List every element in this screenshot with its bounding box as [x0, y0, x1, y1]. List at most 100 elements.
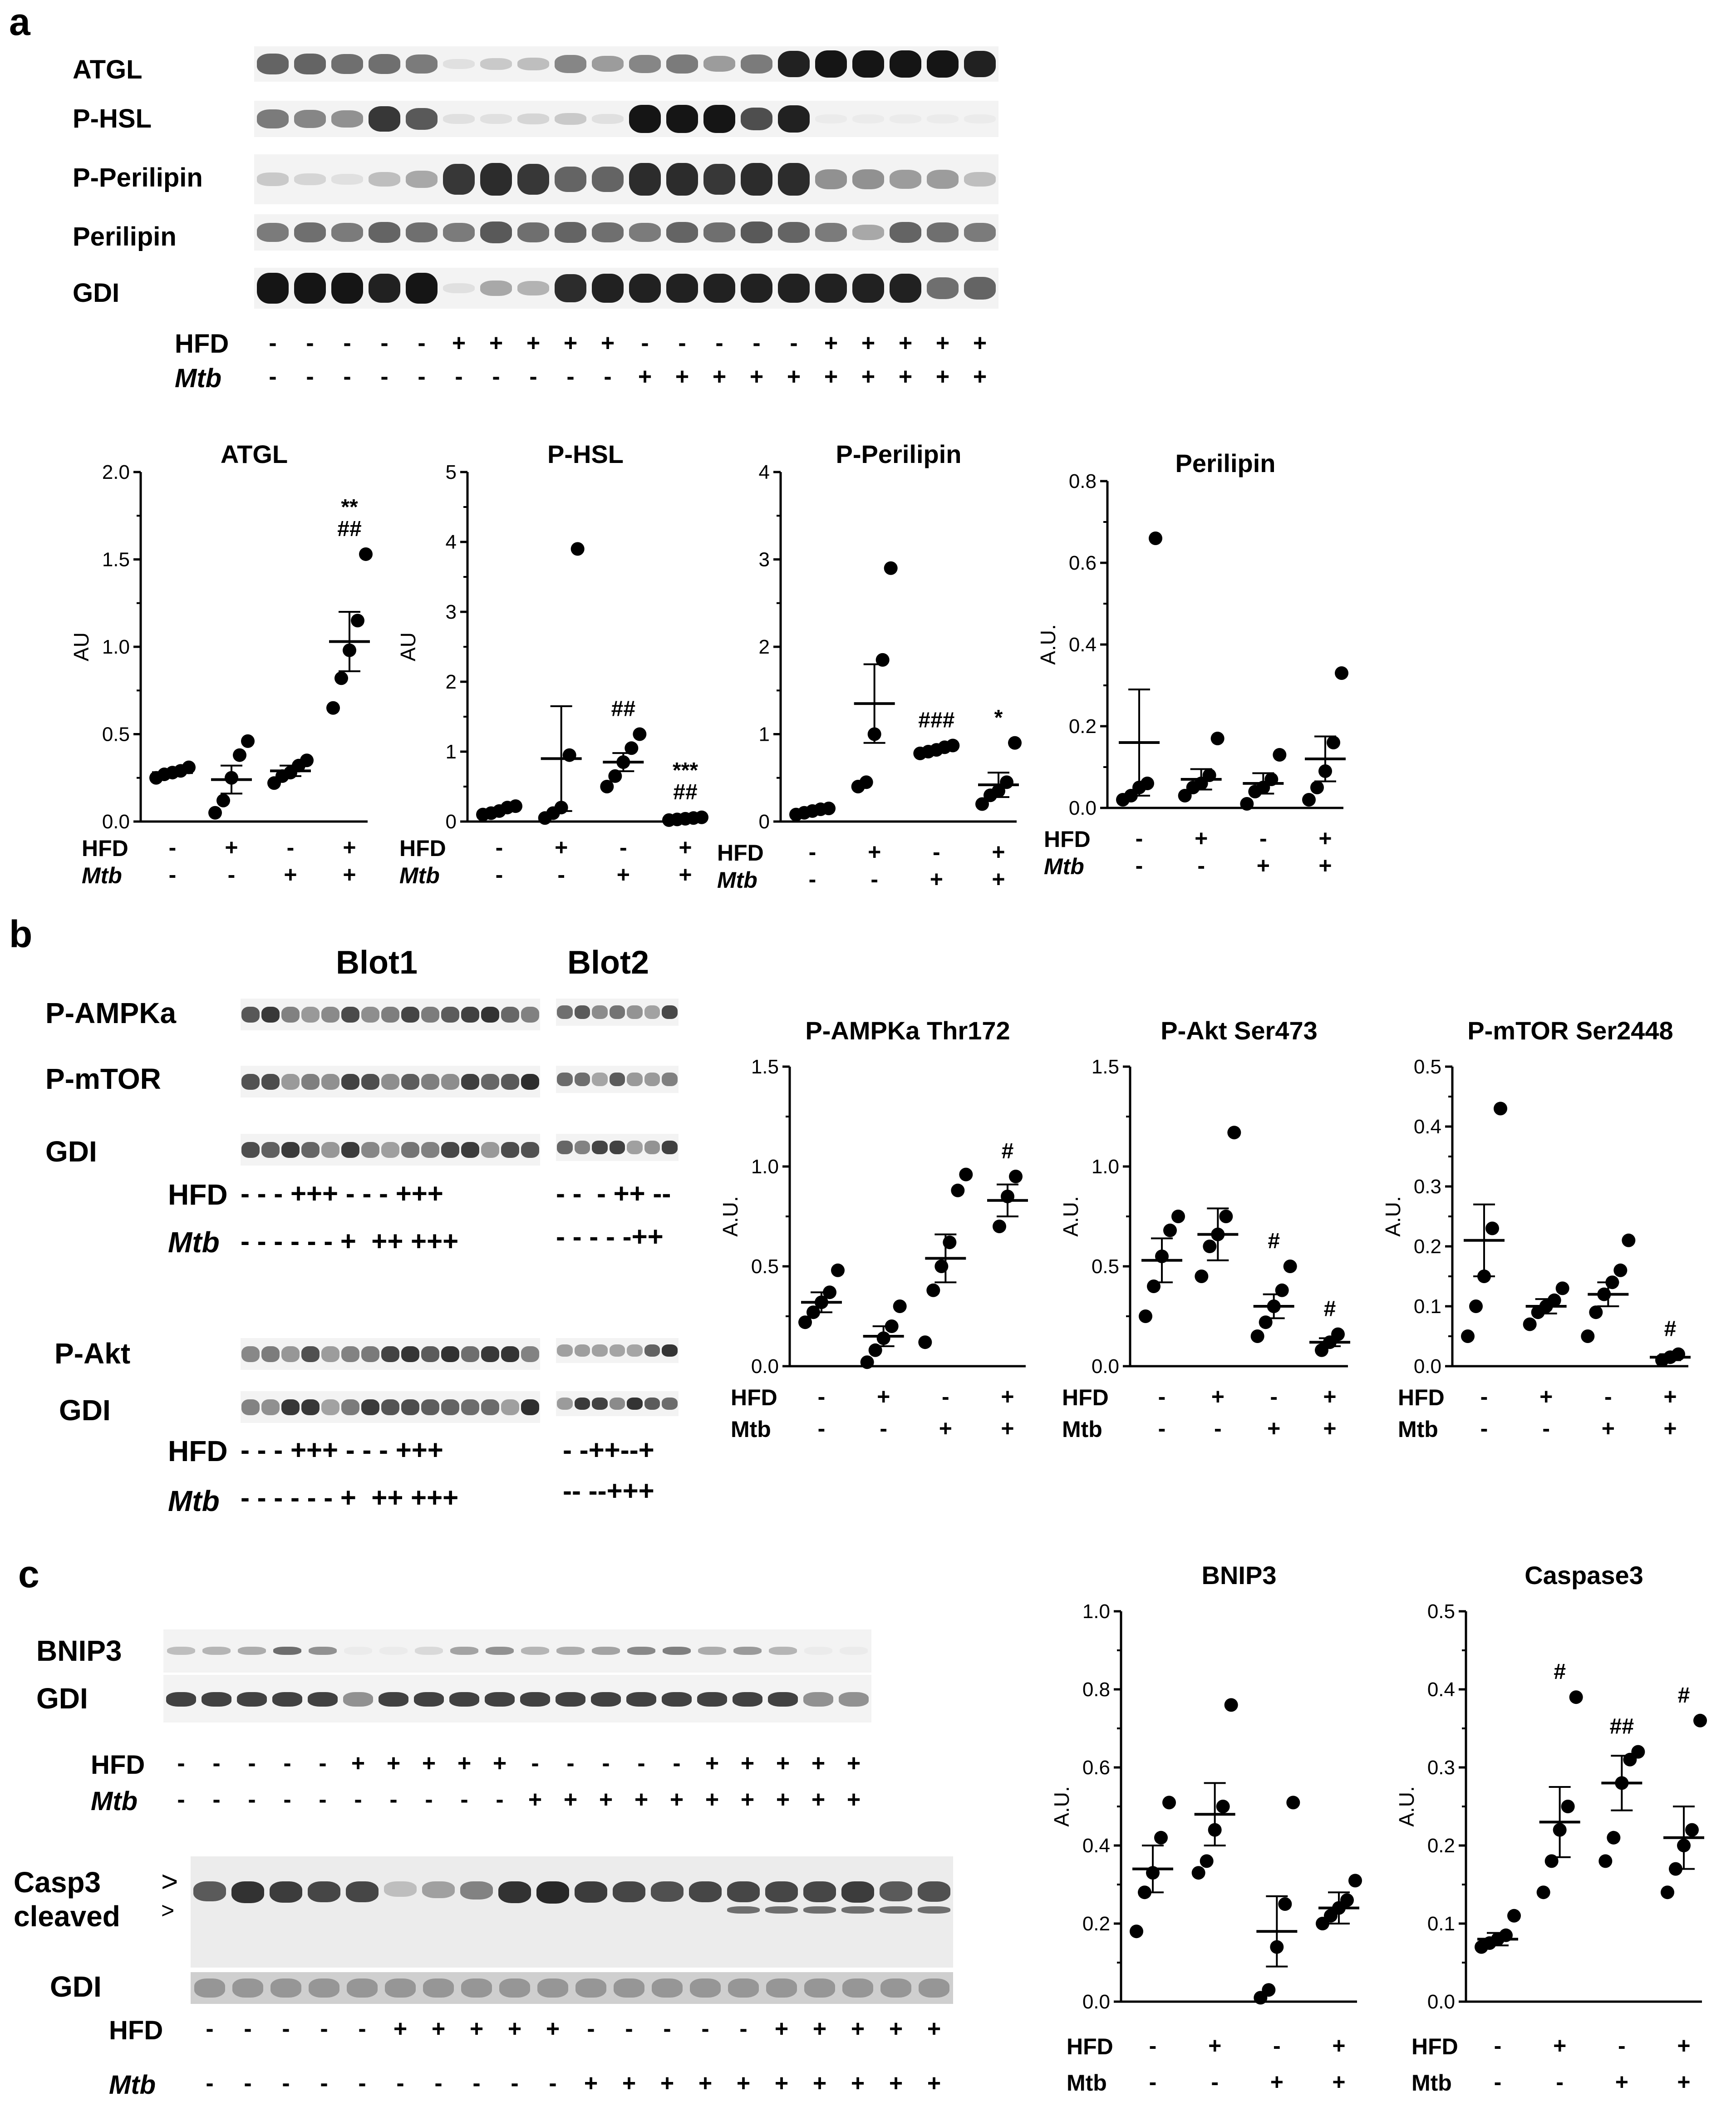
mtb-sign: +: [705, 1786, 719, 1813]
blot-band: [443, 113, 475, 124]
row-label-hfd: HFD: [1062, 1385, 1109, 1410]
mtb-sign: -: [557, 862, 565, 887]
hfd-sign: +: [351, 1750, 365, 1777]
blot-band: [231, 1881, 264, 1903]
signs-hfd-b1-top: - - - +++ - - - +++: [241, 1178, 443, 1209]
blot-band: [927, 50, 959, 78]
blot-strip: [241, 1066, 540, 1097]
hfd-sign: -: [418, 330, 426, 356]
blot-band: [521, 1346, 539, 1362]
blot-band: [574, 1073, 590, 1086]
blot-band: [421, 1073, 439, 1090]
mtb-sign: -: [396, 2070, 404, 2096]
chart-caspase3: Caspase3 0.0 0.1 0.2 0.3 0.4 0.5 A.U. - - # + - ## - + #…: [1395, 1561, 1707, 2096]
data-point: [1310, 781, 1324, 794]
mtb-sign: +: [1677, 2069, 1690, 2095]
blot-band: [361, 1006, 379, 1023]
blot-band: [841, 1881, 874, 1903]
mtb-sign: -: [880, 1416, 887, 1441]
hfd-sign: -: [269, 330, 277, 356]
mtb-sign: +: [939, 1416, 952, 1441]
blot-band: [381, 1006, 399, 1023]
blot-band: [703, 163, 735, 195]
data-point: [1622, 1233, 1636, 1247]
hfd-sign: -: [177, 1750, 185, 1777]
blot-label-casp3: Casp3: [14, 1866, 101, 1899]
mtb-sign: +: [1602, 1416, 1615, 1441]
y-tick-label: 0.0: [102, 811, 130, 833]
hfd-sign: -: [752, 330, 761, 356]
blot-band: [331, 54, 363, 74]
blot-band: [555, 221, 586, 243]
blot-band: [369, 106, 400, 132]
hfd-sign: +: [600, 330, 615, 356]
hfd-sign: -: [818, 1384, 826, 1409]
y-tick-label: 0.0: [1427, 1991, 1455, 2013]
blot-band: [421, 1006, 439, 1023]
mtb-sign: +: [634, 1786, 649, 1813]
row-label-hfd: HFD: [175, 329, 229, 359]
blot-band: [461, 1073, 479, 1090]
hfd-sign: -: [531, 1750, 539, 1777]
data-point: [608, 769, 622, 783]
hfd-sign: -: [212, 1750, 221, 1777]
blot-band: [555, 166, 586, 192]
blot-band: [461, 1006, 479, 1023]
blot-band: [574, 1344, 590, 1357]
blot-band: [839, 1692, 869, 1707]
hfd-sign: +: [469, 2016, 484, 2042]
blot-band: [778, 105, 810, 133]
blot-band: [341, 1142, 359, 1158]
mtb-sign: -: [455, 364, 463, 390]
blot-band: [964, 114, 996, 123]
signs-mtb-b1-top: - - - - - - + ++ +++: [241, 1226, 459, 1256]
data-point: [1139, 1309, 1152, 1323]
mtb-sign: -: [320, 2070, 328, 2096]
y-axis-label: A.U.: [1381, 1196, 1405, 1236]
row-label-mtb: Mtb: [1067, 2070, 1107, 2096]
blot-label-p-akt-bottom: P-Akt: [54, 1337, 131, 1370]
blot-band: [369, 54, 400, 74]
mtb-sign: -: [269, 364, 277, 390]
mtb-sign: -: [358, 2070, 366, 2096]
y-tick-label: 2.0: [102, 461, 130, 483]
chart-p-akt: P-Akt Ser473 0.0 0.5 1.0 1.5 A.U. - - + - # - + # + + HF…: [1059, 1016, 1350, 1442]
data-point: [600, 780, 614, 793]
blot-label-p-perilipin: P-Perilipin: [73, 163, 203, 192]
hfd-sign: +: [526, 330, 541, 356]
mtb-sign: +: [1257, 853, 1270, 878]
mtb-sign: -: [1211, 2069, 1219, 2095]
row-label-hfd: HFD: [1411, 2034, 1458, 2059]
blot-band: [556, 1647, 585, 1655]
hfd-sign: -: [1136, 826, 1143, 851]
data-point: [216, 793, 230, 807]
mtb-sign: -: [1556, 2069, 1564, 2095]
data-point: [1561, 1800, 1575, 1813]
blot-band: [331, 223, 363, 242]
mtb-sign: -: [212, 1786, 221, 1813]
blot-strip: [556, 1391, 679, 1416]
mtb-sign: -: [306, 364, 314, 390]
y-tick-label: 0.0: [1082, 1991, 1110, 2013]
row-label-hfd-c-top: HFD: [91, 1750, 145, 1780]
mtb-sign: -: [319, 1786, 327, 1813]
blot-band: [741, 273, 772, 303]
hfd-sign: -: [673, 1750, 681, 1777]
blot-band: [415, 1647, 443, 1655]
hfd-sign: -: [496, 835, 503, 860]
blot-band: [609, 1005, 625, 1019]
mtb-sign: +: [1318, 853, 1332, 878]
blot-band: [629, 223, 661, 242]
significance-annotation: **: [341, 495, 358, 519]
blot-band: [927, 114, 959, 123]
significance-annotation: #: [1324, 1297, 1336, 1321]
data-point: [1162, 1796, 1176, 1810]
chart-title: Perilipin: [1175, 449, 1276, 477]
mtb-sign: +: [1663, 1416, 1677, 1441]
blot-band: [441, 1346, 459, 1362]
hfd-sign: -: [641, 330, 649, 356]
blot-band: [689, 1881, 722, 1902]
hfd-sign: -: [248, 1750, 256, 1777]
hfd-sign: +: [546, 2016, 560, 2042]
row-label-mtb: Mtb: [82, 863, 122, 888]
